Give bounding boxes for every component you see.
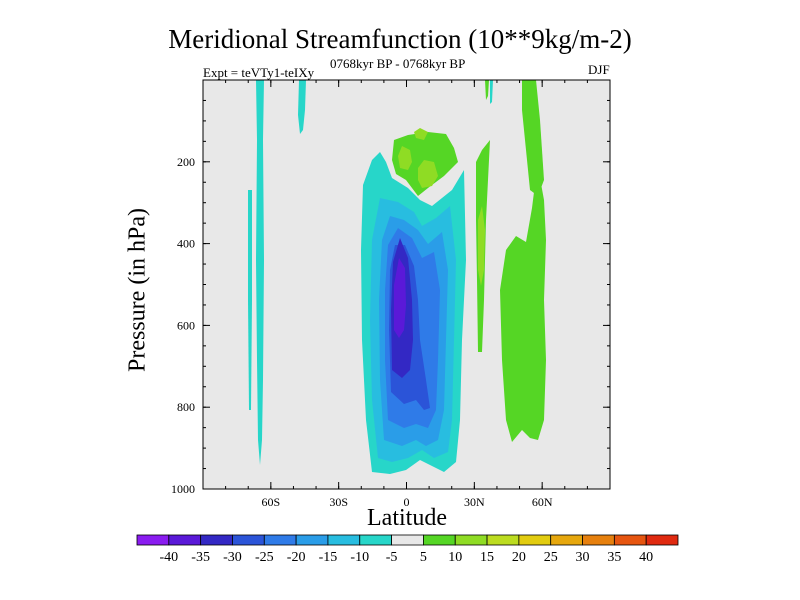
experiment-label: Expt = teVTy1-teIXy [203, 65, 315, 80]
colorbar-swatch [327, 534, 361, 546]
chart-title: Meridional Streamfunction (10**9kg/m-2) [168, 24, 632, 54]
x-axis-label: Latitude [367, 505, 447, 531]
y-tick-label: 800 [177, 400, 195, 414]
colorbar-swatch [423, 534, 456, 546]
colorbar-label: -10 [350, 550, 369, 565]
colorbar-label: 25 [544, 550, 558, 565]
x-tick-label: 0 [404, 495, 410, 509]
colorbar-label: -30 [223, 550, 242, 565]
colorbar-label: 40 [639, 550, 653, 565]
y-tick-label: 200 [177, 155, 195, 169]
colorbar-swatch [359, 534, 392, 546]
y-tick-label: 600 [177, 318, 195, 332]
colorbar-swatch [613, 534, 647, 546]
x-tick-label: 60N [532, 495, 553, 509]
colorbar-swatch [645, 534, 679, 546]
contour-pos-nh-main [500, 176, 546, 442]
colorbar-label: 20 [512, 550, 526, 565]
colorbar-label: -5 [386, 550, 398, 565]
colorbar-swatch [486, 534, 520, 546]
colorbar-swatch [518, 534, 552, 546]
colorbar: -40 -35 -30 -25 -20 -15 -10 -5 5 10 15 20 25 30 35 40 [136, 534, 679, 565]
contour-pos-upper-core-c [414, 128, 428, 140]
contour-neg-35 [394, 258, 406, 338]
colorbar-label: -35 [191, 550, 210, 565]
colorbar-label: -20 [287, 550, 306, 565]
colorbar-swatch [232, 534, 265, 546]
colorbar-swatch [454, 534, 488, 546]
contour-pos-nh-thin-core [478, 206, 485, 286]
contour-band-sh-small [298, 80, 306, 134]
x-tick-label: 30S [329, 495, 348, 509]
time-period-label: 0768kyr BP - 0768kyr BP [330, 56, 466, 71]
y-tick-label: 400 [177, 237, 195, 251]
x-tick-label: 30N [464, 495, 485, 509]
contour-pos-upper-core-b [418, 160, 438, 188]
colorbar-swatch [295, 534, 329, 546]
colorbar-label: 35 [607, 550, 621, 565]
season-label: DJF [588, 62, 610, 77]
colorbar-swatch [550, 534, 583, 546]
colorbar-swatch [263, 534, 297, 546]
contour-band-sh-thin-2 [248, 190, 252, 410]
colorbar-swatch [168, 534, 202, 546]
contour-pos-nh-sliver-a [485, 80, 489, 100]
colorbar-label: 10 [448, 550, 462, 565]
contour-pos-upper-core-a [398, 146, 412, 170]
colorbar-swatch [582, 534, 615, 546]
colorbar-label: -25 [255, 550, 274, 565]
colorbar-swatch [136, 534, 170, 546]
y-tick-label: 1000 [171, 482, 195, 496]
colorbar-label: 5 [420, 550, 427, 565]
contour-pos-nh-sliver-b [490, 80, 493, 104]
colorbar-swatch [391, 534, 424, 546]
colorbar-label: -40 [159, 550, 178, 565]
colorbar-label: 30 [576, 550, 590, 565]
contour-pos-nh-top [522, 80, 544, 196]
x-tick-label: 60S [261, 495, 280, 509]
axis-ticks: 60S 30S 0 30N 60N 200 400 600 800 1000 [171, 79, 611, 509]
contour-fills [248, 80, 546, 474]
colorbar-label: -15 [319, 550, 338, 565]
contour-band-sh-thin [256, 80, 264, 465]
colorbar-swatch [200, 534, 233, 546]
colorbar-label: 15 [480, 550, 494, 565]
